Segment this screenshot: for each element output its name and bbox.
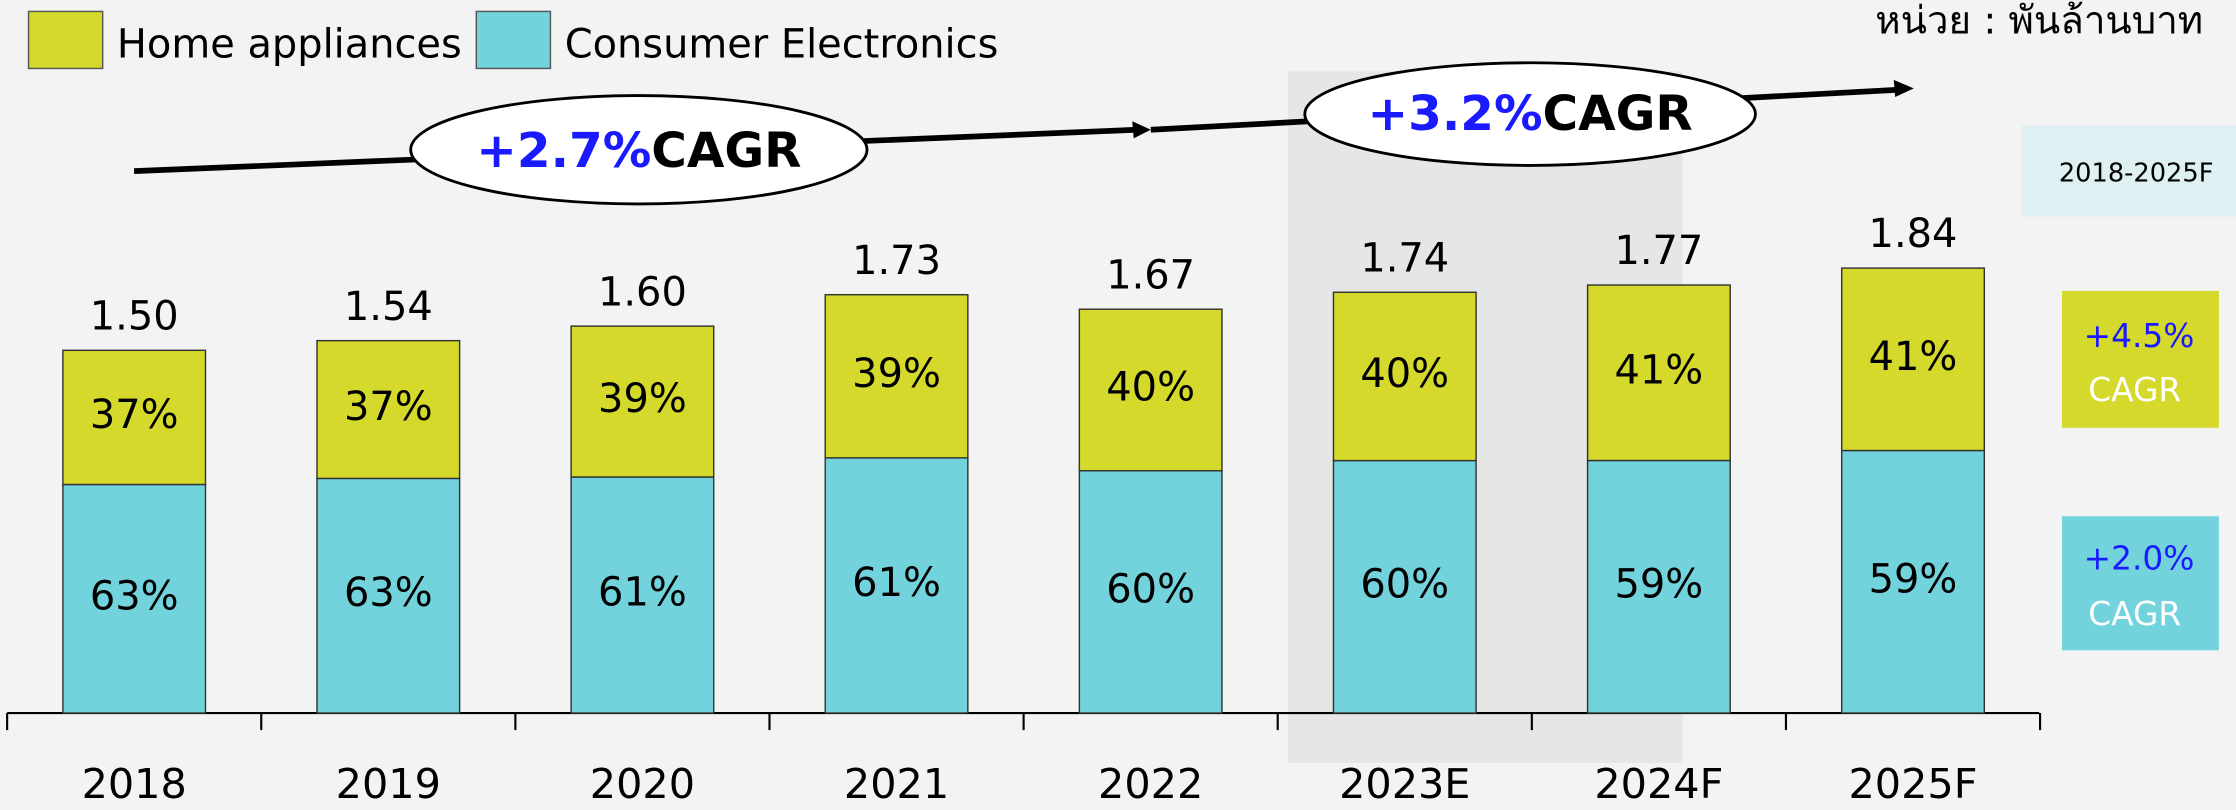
total-label: 1.54 [344, 284, 433, 330]
cagr-value: +3.2% [1368, 86, 1543, 142]
segment-label: 63% [344, 570, 433, 616]
total-label: 1.84 [1869, 211, 1958, 257]
unit-label: หน่วย : พันล้านบาท [1875, 0, 2203, 43]
segment-label: 59% [1615, 561, 1704, 607]
cagr-annotation: +2.7%CAGR [476, 123, 801, 179]
segment-label: 41% [1615, 347, 1704, 393]
x-tick-label: 2020 [590, 760, 695, 808]
cagr-value: +2.7% [476, 123, 651, 179]
side-cagr-text: CAGR [2088, 371, 2181, 409]
legend-label: Consumer Electronics [565, 22, 999, 68]
side-cagr-text: CAGR [2088, 595, 2181, 633]
x-tick-label: 2022 [1098, 760, 1203, 808]
segment-label: 61% [598, 570, 687, 616]
period-label: 2018-2025F [2059, 158, 2214, 188]
segment-label: 41% [1869, 334, 1958, 380]
arrowhead [1132, 121, 1151, 138]
cagr-annotation: +3.2%CAGR [1368, 86, 1693, 142]
page: {"chart_data": { "type": "stacked_bar", … [0, 0, 2236, 810]
x-tick-label: 2025F [1849, 760, 1978, 808]
total-label: 1.50 [90, 293, 179, 339]
segment-label: 61% [852, 560, 941, 606]
segment-label: 63% [90, 573, 179, 619]
segment-label: 37% [90, 392, 179, 438]
cagr-text: CAGR [1543, 86, 1693, 142]
total-label: 1.60 [598, 269, 687, 315]
chart: หน่วย : พันล้านบาท +2.7%CAGR +3.2%CAGR 2… [0, 0, 2236, 810]
x-tick-label: 2018 [82, 760, 187, 808]
total-label: 1.77 [1614, 228, 1703, 274]
total-label: 1.74 [1360, 235, 1449, 281]
total-label: 1.67 [1106, 252, 1195, 298]
segment-label: 59% [1869, 556, 1958, 602]
legend-swatch [29, 11, 103, 68]
segment-label: 40% [1106, 364, 1195, 410]
segment-label: 60% [1106, 566, 1195, 612]
segment-label: 39% [852, 351, 941, 397]
cagr-text: CAGR [651, 123, 801, 179]
side-cagr-value: +2.0% [2084, 539, 2195, 577]
x-tick-label: 2023E [1339, 760, 1470, 808]
segment-label: 39% [598, 376, 687, 422]
legend-swatch [476, 11, 550, 68]
x-tick-label: 2024F [1594, 760, 1723, 808]
segment-label: 40% [1360, 351, 1449, 397]
segment-label: 60% [1360, 561, 1449, 607]
x-tick-label: 2021 [844, 760, 949, 808]
segment-label: 37% [344, 384, 433, 430]
arrowhead [1894, 80, 1914, 97]
legend-label: Home appliances [117, 22, 462, 68]
x-tick-label: 2019 [336, 760, 441, 808]
total-label: 1.73 [852, 238, 941, 284]
side-cagr-value: +4.5% [2084, 317, 2195, 355]
